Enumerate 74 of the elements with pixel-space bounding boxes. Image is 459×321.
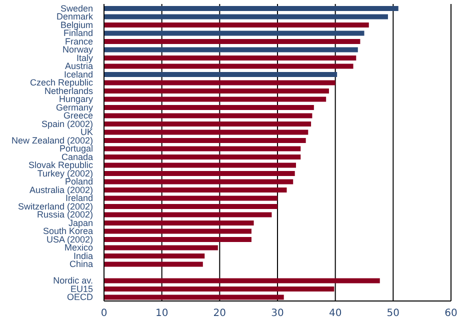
bar <box>104 237 252 242</box>
y-tick-label: Sweden <box>60 3 93 14</box>
y-tick-label: Greece <box>63 110 93 121</box>
bar <box>104 14 388 20</box>
bar <box>104 245 218 250</box>
y-tick-label: Portugal <box>59 144 93 154</box>
bar <box>104 130 308 135</box>
bar <box>104 179 294 184</box>
bar <box>104 56 356 60</box>
y-tick-label: Slovak Republic <box>28 160 94 170</box>
y-tick-label: Finland <box>63 28 93 38</box>
bar <box>104 204 278 209</box>
y-tick-label: Italy <box>76 52 94 63</box>
bar <box>104 171 295 176</box>
y-tick-label: USA (2002) <box>46 234 93 244</box>
bar <box>104 154 301 160</box>
bar <box>104 262 203 267</box>
y-tick-label: Czech Republic <box>30 78 94 88</box>
bar <box>104 105 314 110</box>
bar <box>104 196 278 201</box>
x-tick-label: 0 <box>100 308 108 320</box>
y-tick-label: Australia (2002) <box>29 184 93 195</box>
bar <box>104 254 205 258</box>
y-tick-label: Denmark <box>56 12 94 22</box>
bar <box>104 72 338 77</box>
bar <box>104 228 252 234</box>
bar <box>104 22 369 28</box>
y-tick-label: Norway <box>62 44 94 55</box>
y-tick-label: Hungary <box>58 94 94 104</box>
bar <box>104 30 364 36</box>
bar <box>104 64 354 69</box>
y-tick-label: India <box>73 250 93 261</box>
bar <box>104 146 301 152</box>
bar <box>104 6 398 11</box>
bar <box>104 88 329 94</box>
bar <box>104 138 306 143</box>
bar <box>104 80 336 86</box>
y-tick-label: EU15 <box>70 284 93 294</box>
y-tick-label: Austria <box>64 61 93 72</box>
x-tick-label: 10 <box>155 308 168 320</box>
y-tick-label: OECD <box>66 292 94 302</box>
y-tick-label: France <box>64 36 93 46</box>
bar <box>104 212 272 218</box>
bar <box>104 294 284 300</box>
x-tick-label: 50 <box>386 308 400 320</box>
y-tick-label: Netherlands <box>44 86 94 96</box>
bar <box>104 122 312 126</box>
y-tick-label: Ireland <box>65 193 93 204</box>
bar <box>104 220 254 226</box>
y-tick-label: UK <box>80 127 93 138</box>
y-tick-label: New Zealand (2002) <box>11 135 93 146</box>
bar <box>104 162 296 168</box>
y-tick-label: China <box>69 259 93 270</box>
bar <box>104 188 287 192</box>
y-tick-label: Spain (2002) <box>41 118 93 129</box>
bar <box>104 278 380 284</box>
y-tick-label: Turkey (2002) <box>37 168 94 178</box>
y-tick-label: Poland <box>64 176 93 187</box>
y-tick-label: South Korea <box>42 226 93 236</box>
y-tick-label: Russia (2002) <box>36 210 93 220</box>
x-tick-label: 20 <box>213 308 226 320</box>
bar <box>104 113 312 118</box>
x-tick-label: 60 <box>444 308 458 320</box>
y-tick-label: Mexico <box>64 242 93 253</box>
bar <box>104 39 360 44</box>
bar <box>104 47 358 52</box>
y-tick-label: Nordic av. <box>53 276 93 286</box>
x-tick-label: 30 <box>271 308 284 320</box>
y-tick-label: Switzerland (2002) <box>18 201 93 212</box>
bar <box>104 286 334 292</box>
bar <box>104 96 326 102</box>
y-tick-label: Iceland <box>64 69 93 80</box>
x-tick-label: 40 <box>328 308 342 320</box>
y-tick-label: Belgium <box>60 20 93 30</box>
